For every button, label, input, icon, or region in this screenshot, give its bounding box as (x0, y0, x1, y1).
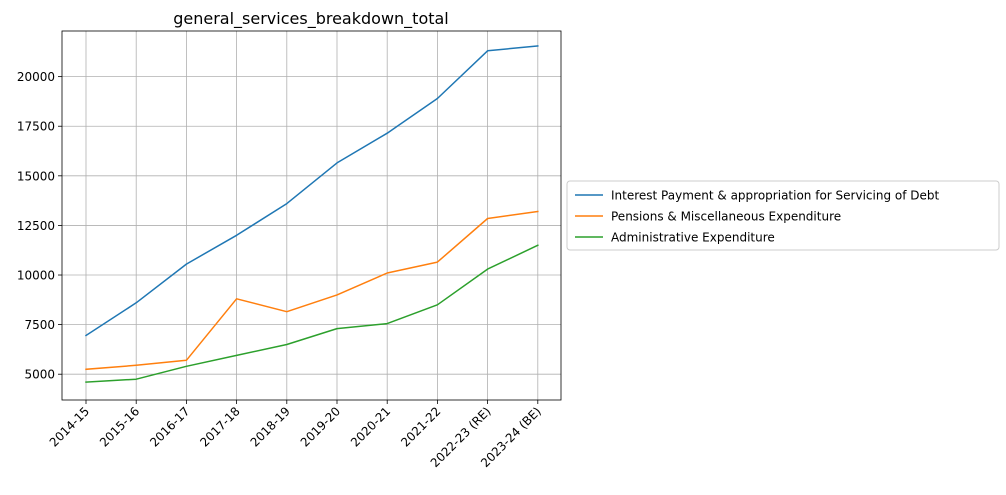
x-tick-label: 2017-18 (197, 404, 242, 449)
x-tick-label: 2016-17 (147, 404, 192, 449)
x-tick-label: 2019-20 (298, 404, 343, 449)
legend-label: Pensions & Miscellaneous Expenditure (611, 210, 841, 224)
chart-title: general_services_breakdown_total (173, 9, 449, 29)
y-tick-label: 10000 (17, 269, 55, 283)
y-tick-label: 15000 (17, 169, 55, 183)
x-axis: 2014-15 2015-16 2016-17 2017-18 2018-19 2019-… (47, 400, 544, 470)
legend-label: Administrative Expenditure (611, 231, 775, 245)
x-tick-label: 2020-21 (348, 404, 393, 449)
y-tick-label: 17500 (17, 120, 55, 134)
series-layer (84, 45, 539, 383)
y-tick-label: 12500 (17, 219, 55, 233)
series-line-2 (85, 210, 539, 371)
x-tick-label: 2014-15 (47, 404, 92, 449)
y-tick-label: 5000 (24, 368, 55, 382)
x-tick-label: 2021-22 (398, 404, 443, 449)
grid (62, 31, 561, 400)
series-line-3 (85, 244, 539, 383)
legend-box (566, 180, 1000, 251)
legend: Interest Payment & appropriation for Ser… (566, 180, 1000, 251)
y-axis: 5000 7500 10000 12500 15000 17500 20000 (17, 70, 62, 382)
y-tick-label: 7500 (24, 318, 55, 332)
series-line-1 (84, 45, 539, 337)
x-tick-label: 2015-16 (97, 404, 142, 449)
plot-frame (61, 30, 562, 401)
x-tick-label: 2018-19 (248, 404, 293, 449)
legend-label: Interest Payment & appropriation for Ser… (611, 189, 939, 203)
y-tick-label: 20000 (17, 70, 55, 84)
